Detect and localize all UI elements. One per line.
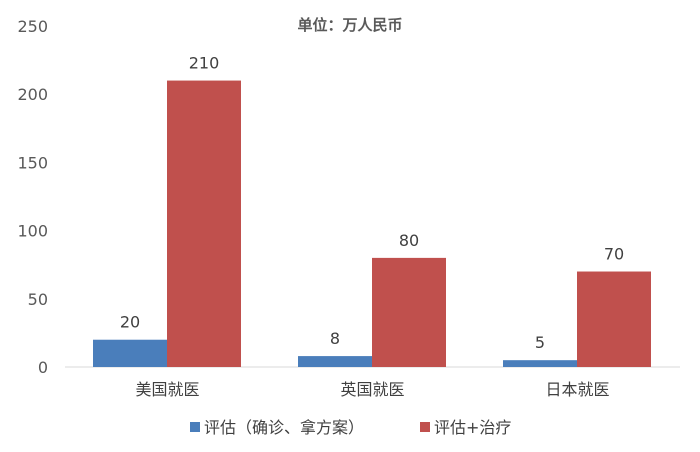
bar-assessment-treatment-2 [372, 257, 446, 367]
data-labels: 20 210 8 80 5 70 [120, 54, 624, 353]
data-label: 8 [330, 329, 340, 348]
bars [93, 80, 651, 367]
y-tick-label: 100 [17, 222, 48, 241]
y-tick-label: 50 [28, 290, 48, 309]
legend-label: 评估+治疗 [434, 418, 511, 437]
y-axis: 0 50 100 150 200 250 [17, 17, 48, 377]
y-tick-label: 250 [17, 17, 48, 36]
x-tick-label: 日本就医 [545, 380, 609, 399]
data-label: 5 [535, 333, 545, 352]
data-label: 210 [189, 54, 220, 73]
legend-swatch [190, 422, 200, 432]
y-tick-label: 200 [17, 85, 48, 104]
x-tick-label: 英国就医 [340, 380, 404, 399]
bar-assessment-2 [298, 356, 372, 367]
legend-swatch [420, 422, 430, 432]
data-label: 70 [604, 245, 624, 264]
bar-assessment-treatment-3 [577, 271, 651, 367]
x-axis: 美国就医 英国就医 日本就医 [135, 380, 609, 399]
x-tick-label: 美国就医 [135, 380, 199, 399]
y-tick-label: 150 [17, 153, 48, 172]
y-tick-label: 0 [38, 358, 48, 377]
data-label: 80 [399, 231, 419, 250]
legend: 评估（确诊、拿方案） 评估+治疗 [190, 418, 511, 437]
bar-assessment-treatment-1 [167, 80, 241, 367]
data-label: 20 [120, 313, 140, 332]
bar-assessment-3 [503, 360, 577, 367]
bar-assessment-1 [93, 339, 167, 367]
legend-label: 评估（确诊、拿方案） [204, 418, 364, 437]
chart-title: 单位：万人民币 [297, 16, 402, 34]
